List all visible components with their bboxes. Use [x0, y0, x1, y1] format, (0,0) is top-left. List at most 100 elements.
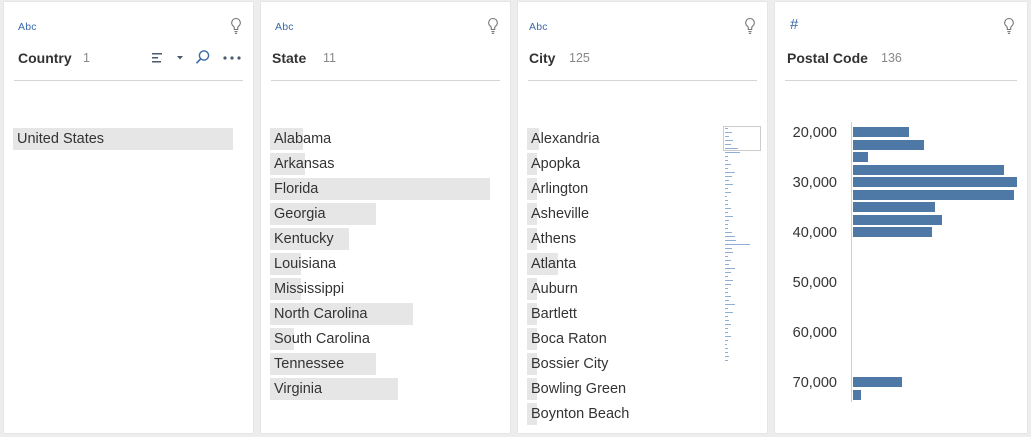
value-bar [527, 378, 537, 400]
value-bar [527, 178, 537, 200]
overview-mark [725, 128, 728, 129]
y-tick-label: 60,000 [792, 325, 837, 341]
value-label: United States [17, 131, 105, 147]
lightbulb-icon[interactable] [230, 17, 242, 35]
overview-mark [725, 172, 735, 173]
value-row[interactable]: Louisiana [270, 253, 490, 275]
value-row[interactable]: Boca Raton [527, 328, 637, 350]
value-label: Alexandria [531, 131, 600, 147]
value-bar [527, 278, 537, 300]
value-row[interactable]: South Carolina [270, 328, 490, 350]
overview-mark [725, 356, 729, 357]
histogram-bar[interactable] [853, 165, 1004, 175]
value-row[interactable]: Alexandria [527, 128, 637, 150]
value-bar [527, 303, 537, 325]
histogram-bar[interactable] [853, 215, 942, 225]
overview-mark [725, 224, 728, 225]
state-field-card[interactable]: Abc State 11 Alabama Arkansas Florida Georg… [261, 2, 510, 433]
value-row[interactable]: United States [13, 128, 233, 150]
value-label: South Carolina [274, 331, 370, 347]
country-field-card[interactable]: Abc Country 1 United States [4, 2, 253, 433]
overview-mark [725, 232, 732, 233]
overview-mark [725, 236, 735, 237]
value-bar [527, 253, 558, 275]
search-icon[interactable] [195, 49, 211, 65]
value-label: Arlington [531, 181, 589, 197]
lightbulb-icon[interactable] [744, 17, 756, 35]
overview-mark [725, 216, 733, 217]
value-label: North Carolina [274, 306, 368, 322]
histogram-bar[interactable] [853, 152, 868, 162]
value-row[interactable]: Auburn [527, 278, 637, 300]
overview-mark [725, 304, 735, 305]
overview-mark [725, 268, 735, 269]
overview-mark [725, 256, 728, 257]
overview-viewport[interactable] [723, 126, 761, 151]
histogram-bar[interactable] [853, 390, 861, 400]
histogram-bar[interactable] [853, 377, 902, 387]
overview-mark [725, 152, 740, 153]
value-label: Alabama [274, 131, 332, 147]
value-row[interactable]: Georgia [270, 203, 490, 225]
value-bar [527, 128, 539, 150]
value-row[interactable]: Alabama [270, 128, 490, 150]
overview-mark [725, 188, 728, 189]
value-label: Kentucky [274, 231, 334, 247]
overview-mark [725, 252, 733, 253]
value-row[interactable]: Boynton Beach [527, 403, 637, 425]
value-row[interactable]: Kentucky [270, 228, 490, 250]
value-label: Boynton Beach [531, 406, 630, 422]
value-row[interactable]: Bowling Green [527, 378, 637, 400]
overview-mark [725, 220, 729, 221]
value-row[interactable]: Athens [527, 228, 637, 250]
value-row[interactable]: Tennessee [270, 353, 490, 375]
value-row[interactable]: Florida [270, 178, 490, 200]
sort-icon[interactable] [152, 52, 166, 64]
overview-mark [725, 348, 728, 349]
value-label: Atlanta [531, 256, 577, 272]
histogram-bar[interactable] [853, 177, 1017, 187]
overview-mark [725, 272, 731, 273]
histogram-bar[interactable] [853, 190, 1014, 200]
overview-mark [725, 184, 733, 185]
value-row[interactable]: Apopka [527, 153, 637, 175]
city-scroll-overview[interactable] [723, 126, 761, 366]
value-row[interactable]: Bartlett [527, 303, 637, 325]
value-bar [270, 303, 413, 325]
overview-mark [725, 336, 731, 337]
value-row[interactable]: Arlington [527, 178, 637, 200]
histogram-bar[interactable] [853, 202, 935, 212]
value-label: Georgia [274, 206, 326, 222]
histogram-bar[interactable] [853, 127, 909, 137]
histogram-bar[interactable] [853, 227, 932, 237]
value-label: Tennessee [274, 356, 345, 372]
y-tick-label: 40,000 [792, 225, 837, 241]
value-row[interactable]: Arkansas [270, 153, 490, 175]
overview-mark [725, 292, 728, 293]
chevron-down-icon[interactable] [176, 55, 184, 61]
overview-mark [725, 300, 729, 301]
value-bar [270, 153, 305, 175]
postal-code-field-card[interactable]: # Postal Code 136 20,000 30,000 40,000 50,0… [775, 2, 1027, 433]
city-field-card[interactable]: Abc City 125 Alexandria Apopka Arlington As… [518, 2, 767, 433]
lightbulb-icon[interactable] [487, 17, 499, 35]
value-row[interactable]: Bossier City [527, 353, 637, 375]
header-divider [528, 80, 757, 81]
value-row[interactable]: North Carolina [270, 303, 490, 325]
value-bar [270, 353, 376, 375]
value-row[interactable]: Mississippi [270, 278, 490, 300]
histogram-bar[interactable] [853, 140, 924, 150]
more-icon[interactable] [223, 56, 241, 60]
string-type-icon: Abc [18, 21, 37, 33]
overview-mark [725, 344, 727, 345]
header-divider [785, 80, 1017, 81]
field-count: 125 [569, 51, 590, 65]
value-row[interactable]: Virginia [270, 378, 490, 400]
value-row[interactable]: Atlanta [527, 253, 637, 275]
value-row[interactable]: Asheville [527, 203, 637, 225]
value-bar [527, 328, 537, 350]
value-label: Florida [274, 181, 319, 197]
overview-mark [725, 280, 733, 281]
lightbulb-icon[interactable] [1003, 17, 1015, 35]
value-bar [270, 253, 301, 275]
